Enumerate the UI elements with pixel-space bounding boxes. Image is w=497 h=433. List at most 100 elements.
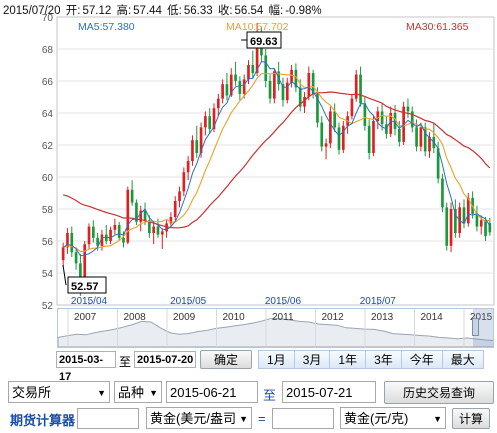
dropdown-arrow-icon: ▼	[97, 388, 106, 398]
candle-body	[255, 36, 259, 73]
max-price-label: 69.63	[250, 36, 278, 48]
candle	[135, 199, 138, 225]
candle	[152, 223, 156, 245]
candle	[324, 138, 328, 160]
overview-year-2015: 2015	[470, 312, 493, 323]
calculator-title: 期货计算器	[10, 413, 76, 428]
high-label: 高:	[116, 5, 132, 17]
period-tab-3y[interactable]: 3年	[366, 350, 402, 369]
candle	[341, 121, 345, 153]
candle-body	[475, 213, 479, 227]
candle	[406, 98, 410, 118]
quote-date: 2015/07/20	[3, 5, 61, 17]
calculate-button[interactable]: 计算	[452, 408, 490, 429]
open-value: 57.12	[82, 5, 112, 17]
date-range-row: 2015-03-17 至 2015-07-20 确定 1月 3月 1年 3年 今…	[0, 350, 497, 383]
candle-body	[363, 103, 367, 126]
candle	[428, 132, 431, 158]
candle	[186, 156, 190, 181]
x-axis-ticks: 2015/04 2015/05 2015/06 2015/07	[71, 296, 396, 307]
candle	[290, 65, 293, 88]
range-to-input[interactable]: 2015-07-20	[134, 351, 196, 368]
unit-to-select[interactable]: 黄金(元/克) ▼	[340, 407, 446, 429]
period-tab-ytd[interactable]: 今年	[401, 350, 443, 369]
candle-body	[152, 226, 156, 233]
overview-year-labels: 2007 2008 2009 2010 2011 2012 2013 2014 2015	[67, 309, 493, 347]
ma5-legend: MA5:57.380	[78, 21, 135, 33]
candle-body	[143, 210, 147, 221]
dropdown-arrow-icon: ▼	[239, 414, 248, 424]
candle-body	[130, 189, 134, 203]
candle-body	[204, 116, 207, 128]
candle	[126, 186, 130, 245]
candle	[208, 108, 212, 134]
candle	[410, 106, 414, 133]
candle	[143, 202, 147, 225]
period-tab-max[interactable]: 最大	[442, 350, 484, 369]
candle-body	[479, 220, 483, 227]
history-query-row: 交易所 ▼ 品种 ▼ 2015-06-21 至 2015-07-21 历史交易查…	[0, 381, 497, 405]
exchange-select[interactable]: 交易所 ▼	[8, 381, 110, 403]
end-date-input[interactable]: 2015-07-21	[282, 381, 376, 403]
candle-body	[454, 209, 457, 233]
close-label: 收:	[217, 5, 233, 17]
candle-body	[376, 111, 380, 121]
candle	[148, 215, 151, 238]
candle-body	[178, 191, 181, 201]
candle	[247, 60, 250, 85]
candle-body	[100, 234, 104, 246]
confirm-button[interactable]: 确定	[200, 350, 252, 369]
candle-body	[208, 116, 212, 129]
open-label: 开:	[65, 5, 81, 17]
unit-from-select[interactable]: 黄金(美元/盎司 ▼	[146, 407, 252, 429]
min-price-callout: 52.57	[62, 264, 107, 294]
candle	[238, 76, 242, 101]
candle-body	[445, 207, 449, 246]
overview-drag-handle[interactable]	[472, 318, 479, 336]
candle	[449, 202, 453, 253]
range-to-label: 至	[119, 355, 132, 369]
candle-body	[466, 197, 470, 224]
candle	[66, 228, 69, 254]
calculator-result-input[interactable]	[272, 408, 334, 429]
period-tab-1m[interactable]: 1月	[258, 350, 295, 369]
candle	[74, 247, 78, 270]
dropdown-arrow-icon: ▼	[433, 414, 442, 424]
history-query-button[interactable]: 历史交易查询	[384, 381, 494, 404]
candle-body	[247, 65, 250, 80]
period-tabs: 1月 3月 1年 3年 今年 最大	[258, 350, 484, 369]
start-date-input[interactable]: 2015-06-21	[166, 381, 258, 403]
unit-from-value: 黄金(美元/盎司	[150, 411, 236, 426]
candle-body	[367, 125, 371, 153]
x-tick-2015/05: 2015/05	[170, 296, 207, 307]
candle-body	[333, 111, 337, 128]
candle-body	[303, 97, 306, 107]
overview-navigator[interactable]: 2007 2008 2009 2010 2011 2012 2013 2014 2015	[57, 308, 494, 348]
period-tab-1y[interactable]: 1年	[330, 350, 367, 369]
candle	[178, 186, 181, 208]
candle-body	[436, 148, 440, 179]
candle-body	[397, 129, 401, 142]
candle-body	[311, 73, 315, 94]
change-label: 幅:	[268, 5, 284, 17]
candle-body	[156, 226, 160, 235]
overview-year-2013: 2013	[371, 312, 394, 323]
y-tick-68: 68	[42, 45, 54, 56]
candle-body	[251, 65, 255, 73]
unit-to-value: 黄金(元/克)	[344, 411, 409, 426]
candle-body	[320, 122, 324, 147]
calculator-amount-input[interactable]	[77, 408, 139, 429]
y-tick-58: 58	[42, 205, 54, 216]
candle-body	[109, 229, 112, 241]
overview-year-2010: 2010	[223, 312, 246, 323]
range-from-input[interactable]: 2015-03-17	[56, 351, 116, 383]
y-tick-54: 54	[42, 269, 54, 280]
period-tab-3m[interactable]: 3月	[294, 350, 331, 369]
candle-body	[182, 172, 186, 192]
variety-select[interactable]: 品种 ▼	[114, 381, 162, 403]
candle-body	[91, 226, 95, 238]
candle	[225, 73, 229, 101]
candle-body	[225, 84, 229, 96]
y-tick-70: 70	[42, 13, 54, 24]
